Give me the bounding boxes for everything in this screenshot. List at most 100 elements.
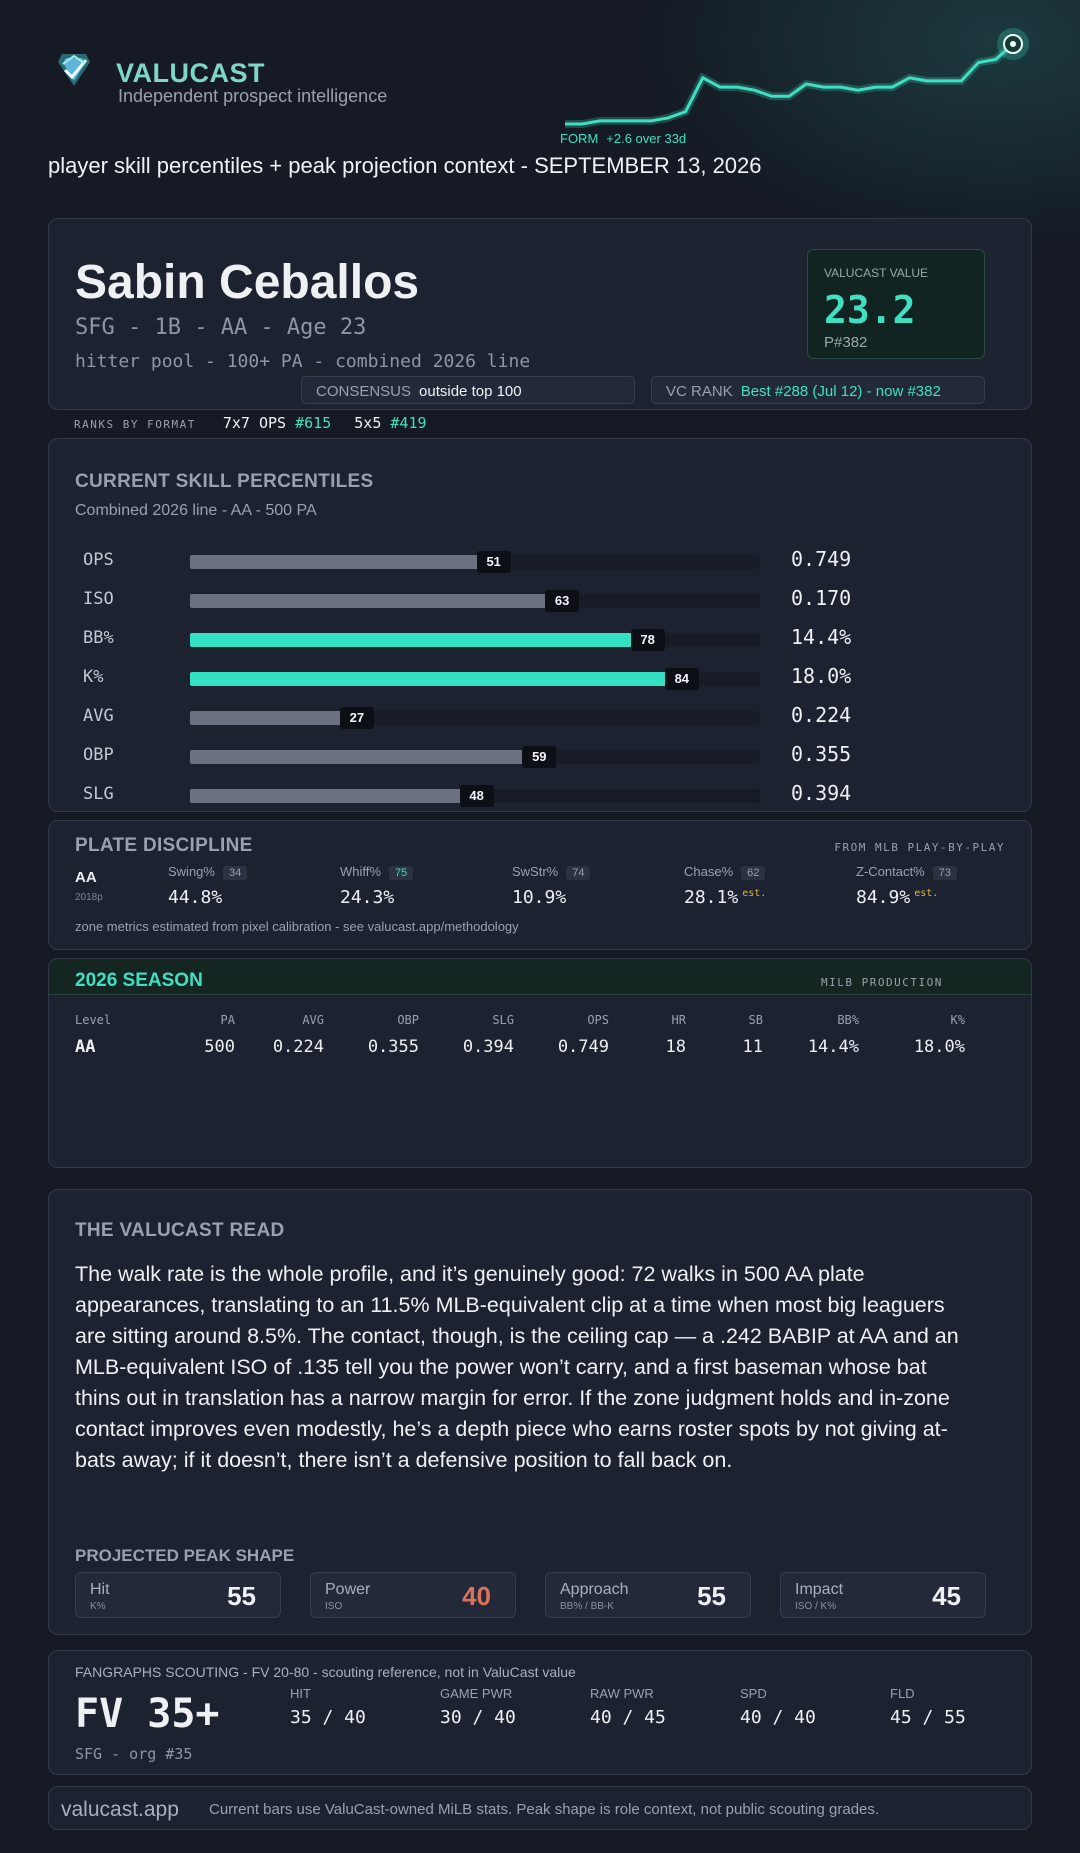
- page-subtitle: player skill percentiles + peak projecti…: [48, 153, 762, 178]
- format-rank: #615: [295, 414, 332, 432]
- percentile-badge: 84: [664, 668, 699, 690]
- ranks-by-format: RANKS BY FORMAT 7x7 OPS #615 5x5 #419: [74, 414, 441, 432]
- vc-rank-pill: VC RANK Best #288 (Jul 12) - now #382: [651, 376, 985, 404]
- table-header: AVG: [302, 1013, 324, 1027]
- plate-discipline-card: PLATE DISCIPLINE FROM MLB PLAY-BY-PLAY A…: [48, 820, 1032, 950]
- metric-value: 10.9%: [512, 887, 567, 908]
- plate-metric: SwStr% 74 10.9%: [512, 863, 591, 908]
- table-header: Level: [75, 1013, 112, 1027]
- percentile-track: 27: [190, 707, 760, 729]
- percentile-row: ISO 63 0.170: [49, 584, 1033, 614]
- stat-value: 0.394: [791, 781, 852, 805]
- section-title: 2026 SEASON: [75, 970, 203, 991]
- metric-percentile-badge: 34: [222, 866, 248, 880]
- percentile-track: 63: [190, 590, 760, 612]
- consensus-key: CONSENSUS: [316, 383, 412, 400]
- grade-value: 40 / 45: [590, 1707, 666, 1728]
- metric-label: SwStr%: [512, 864, 559, 879]
- format-rank: #419: [390, 414, 427, 432]
- metric-label: Whiff%: [340, 864, 381, 879]
- form-sparkline: [565, 28, 1029, 128]
- vc-rank-value: Best #288 (Jul 12) - now #382: [740, 383, 941, 400]
- peak-value: 55: [227, 1581, 256, 1611]
- percentile-bar: [190, 789, 464, 803]
- metric-label: Swing%: [168, 864, 215, 879]
- scouting-grade: HIT 35 / 40: [290, 1686, 366, 1728]
- form-value: +2.6 over 33d: [606, 131, 687, 146]
- table-cell: AA: [75, 1037, 96, 1057]
- valucast-value-box: VALUCAST VALUE 23.2 P#382: [807, 249, 985, 359]
- grade-label: RAW PWR: [590, 1686, 654, 1701]
- table-header: PA: [220, 1013, 235, 1027]
- peak-tile: Hit K% 55: [75, 1572, 281, 1618]
- percentile-track: 84: [190, 668, 760, 690]
- peak-label: Impact: [795, 1581, 844, 1598]
- table-header: BB%: [837, 1013, 859, 1027]
- brand-name: VALUCAST: [116, 58, 265, 88]
- section-title: CURRENT SKILL PERCENTILES: [75, 471, 374, 492]
- metric-percentile-badge: 75: [388, 866, 414, 880]
- stat-label: OBP: [83, 745, 114, 765]
- section-title: PLATE DISCIPLINE: [75, 835, 253, 856]
- stat-label: AVG: [83, 706, 114, 726]
- peak-tile: Power ISO 40: [310, 1572, 516, 1618]
- table-header: OPS: [587, 1013, 609, 1027]
- peak-sublabel: K%: [90, 1601, 106, 1612]
- plate-pitch-count: 2018p: [75, 892, 103, 903]
- percentile-bar: [190, 750, 527, 764]
- stat-value: 0.749: [791, 547, 852, 571]
- estimate-flag: est.: [742, 888, 767, 899]
- peak-value: 45: [932, 1581, 961, 1611]
- table-header: HR: [671, 1013, 686, 1027]
- stat-label: SLG: [83, 784, 114, 804]
- skill-percentiles-card: CURRENT SKILL PERCENTILES Combined 2026 …: [48, 438, 1032, 812]
- stat-label: OPS: [83, 550, 114, 570]
- grade-value: 45 / 55: [890, 1707, 966, 1728]
- grade-label: GAME PWR: [440, 1686, 513, 1701]
- scouting-grade: GAME PWR 30 / 40: [440, 1686, 516, 1728]
- metric-value: 24.3%: [340, 887, 395, 908]
- footer-bar: valucast.app Current bars use ValuCast-o…: [48, 1786, 1032, 1830]
- peak-sublabel: ISO: [325, 1601, 343, 1612]
- percentile-badge: 48: [459, 785, 494, 807]
- player-name: Sabin Ceballos: [75, 256, 420, 309]
- section-source: MILB PRODUCTION: [821, 976, 943, 989]
- grade-label: SPD: [740, 1686, 767, 1701]
- metric-value: 28.1%: [684, 887, 739, 908]
- read-body-text: The walk rate is the whole profile, and …: [75, 1262, 959, 1472]
- value-rank: P#382: [824, 334, 868, 351]
- percentile-bar: [190, 555, 481, 569]
- metric-value: 44.8%: [168, 887, 223, 908]
- section-title: THE VALUCAST READ: [75, 1220, 285, 1241]
- fangraphs-header: FANGRAPHS SCOUTING - FV 20-80 - scouting…: [75, 1664, 576, 1680]
- table-cell: 0.355: [367, 1037, 419, 1057]
- scouting-grade: RAW PWR 40 / 45: [590, 1686, 666, 1728]
- table-header: OBP: [397, 1013, 419, 1027]
- season-card: 2026 SEASON MILB PRODUCTION Level PA AVG…: [48, 958, 1032, 1168]
- section-source: FROM MLB PLAY-BY-PLAY: [834, 841, 1005, 854]
- percentile-row: AVG 27 0.224: [49, 701, 1033, 731]
- percentile-row: K% 84 18.0%: [49, 662, 1033, 692]
- plate-level: AA: [75, 869, 97, 886]
- plate-footnote: zone metrics estimated from pixel calibr…: [75, 919, 519, 934]
- percentile-row: OBP 59 0.355: [49, 740, 1033, 770]
- percentile-row: BB% 78 14.4%: [49, 623, 1033, 653]
- grade-label: HIT: [290, 1686, 311, 1701]
- peak-sublabel: BB% / BB-K: [560, 1601, 614, 1612]
- footer-site-link[interactable]: valucast.app: [61, 1798, 179, 1821]
- percentile-bar: [190, 711, 344, 725]
- metric-value: 84.9%: [856, 887, 911, 908]
- table-header: SLG: [492, 1013, 514, 1027]
- estimate-flag: est.: [914, 888, 939, 899]
- percentile-row: OPS 51 0.749: [49, 545, 1033, 575]
- stat-label: K%: [83, 667, 104, 687]
- player-info-line: SFG - 1B - AA - Age 23: [75, 315, 367, 340]
- grade-value: 40 / 40: [740, 1707, 816, 1728]
- player-card: Sabin Ceballos SFG - 1B - AA - Age 23 hi…: [48, 218, 1032, 410]
- percentile-bar: [190, 633, 635, 647]
- season-header-bar: [49, 959, 1031, 995]
- vc-rank-key: VC RANK: [666, 383, 733, 400]
- percentile-bar: [190, 594, 550, 608]
- value-number: 23.2: [824, 288, 916, 332]
- peak-tile: Approach BB% / BB-K 55: [545, 1572, 751, 1618]
